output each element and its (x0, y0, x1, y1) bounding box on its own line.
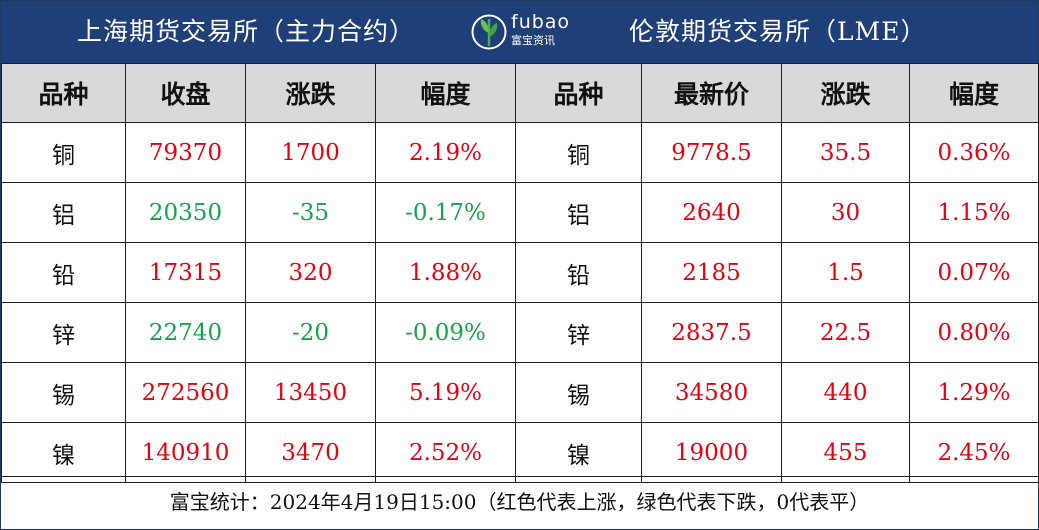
price-table: 品种 收盘 涨跌 幅度 品种 最新价 涨跌 幅度 铜 79370 1700 2.… (1, 63, 1039, 483)
lme-change: 35.5 (781, 122, 910, 183)
shfe-metal: 镍 (1, 422, 126, 483)
table-row: 铜 79370 1700 2.19% 铜 9778.5 35.5 0.36% (1, 122, 1039, 183)
shfe-change: 1700 (245, 122, 376, 183)
lme-price: 19000 (641, 422, 782, 483)
shfe-metal: 铅 (1, 242, 126, 303)
table-row: 铅 17315 320 1.88% 铅 2185 1.5 0.07% (1, 242, 1039, 303)
lme-metal: 铝 (515, 182, 642, 243)
col-shfe-metal: 品种 (1, 63, 126, 123)
lme-change: 22.5 (781, 302, 910, 363)
shfe-close: 140910 (125, 422, 246, 483)
lme-price: 2837.5 (641, 302, 782, 363)
lme-pct: 1.15% (909, 182, 1039, 243)
shfe-pct: -0.17% (375, 182, 516, 243)
lme-change: 1.5 (781, 242, 910, 303)
lme-change: 30 (781, 182, 910, 243)
lme-change: 455 (781, 422, 910, 483)
shfe-change: -35 (245, 182, 376, 243)
col-shfe-change: 涨跌 (245, 63, 376, 123)
shfe-close: 17315 (125, 242, 246, 303)
table-row: 镍 140910 3470 2.52% 镍 19000 455 2.45% (1, 422, 1039, 483)
col-shfe-close: 收盘 (125, 63, 246, 123)
shfe-change: 320 (245, 242, 376, 303)
shfe-close: 79370 (125, 122, 246, 183)
shfe-close: 22740 (125, 302, 246, 363)
shfe-title: 上海期货交易所（主力合约） (77, 17, 416, 46)
price-rows: 铜 79370 1700 2.19% 铜 9778.5 35.5 0.36% 铝… (1, 122, 1039, 483)
fubao-logo: fubao 富宝资讯 (471, 11, 601, 53)
title-bar: 上海期货交易所（主力合约） fubao 富宝资讯 伦敦期货交易所（LME） (1, 1, 1038, 63)
lme-pct: 0.07% (909, 242, 1039, 303)
logo-name: fubao (511, 11, 571, 33)
col-lme-change: 涨跌 (781, 63, 910, 123)
shfe-pct: 2.52% (375, 422, 516, 483)
lme-pct: 0.80% (909, 302, 1039, 363)
shfe-metal: 锌 (1, 302, 126, 363)
footer-note: 富宝统计：2024年4月19日15:00（红色代表上涨，绿色代表下跌，0代表平） (1, 476, 1038, 530)
shfe-change: -20 (245, 302, 376, 363)
shfe-metal: 锡 (1, 362, 126, 423)
col-lme-price: 最新价 (641, 63, 782, 123)
shfe-metal: 铝 (1, 182, 126, 243)
shfe-close: 20350 (125, 182, 246, 243)
shfe-pct: -0.09% (375, 302, 516, 363)
lme-price: 2640 (641, 182, 782, 243)
table-row: 锌 22740 -20 -0.09% 锌 2837.5 22.5 0.80% (1, 302, 1039, 363)
col-lme-metal: 品种 (515, 63, 642, 123)
lme-metal: 锡 (515, 362, 642, 423)
table-row: 铝 20350 -35 -0.17% 铝 2640 30 1.15% (1, 182, 1039, 243)
lme-price: 9778.5 (641, 122, 782, 183)
lme-price: 34580 (641, 362, 782, 423)
lme-metal: 锌 (515, 302, 642, 363)
table-row: 锡 272560 13450 5.19% 锡 34580 440 1.29% (1, 362, 1039, 423)
lme-pct: 1.29% (909, 362, 1039, 423)
col-shfe-pct: 幅度 (375, 63, 516, 123)
lme-change: 440 (781, 362, 910, 423)
shfe-change: 13450 (245, 362, 376, 423)
shfe-change: 3470 (245, 422, 376, 483)
lme-metal: 铜 (515, 122, 642, 183)
lme-metal: 镍 (515, 422, 642, 483)
col-lme-pct: 幅度 (909, 63, 1039, 123)
lme-title: 伦敦期货交易所（LME） (629, 17, 927, 46)
column-header-row: 品种 收盘 涨跌 幅度 品种 最新价 涨跌 幅度 (1, 63, 1039, 123)
shfe-metal: 铜 (1, 122, 126, 183)
shfe-pct: 5.19% (375, 362, 516, 423)
shfe-pct: 1.88% (375, 242, 516, 303)
fubao-leaf-icon (471, 14, 507, 50)
lme-pct: 2.45% (909, 422, 1039, 483)
lme-metal: 铅 (515, 242, 642, 303)
logo-subtitle: 富宝资讯 (511, 34, 555, 47)
shfe-pct: 2.19% (375, 122, 516, 183)
lme-pct: 0.36% (909, 122, 1039, 183)
shfe-close: 272560 (125, 362, 246, 423)
lme-price: 2185 (641, 242, 782, 303)
